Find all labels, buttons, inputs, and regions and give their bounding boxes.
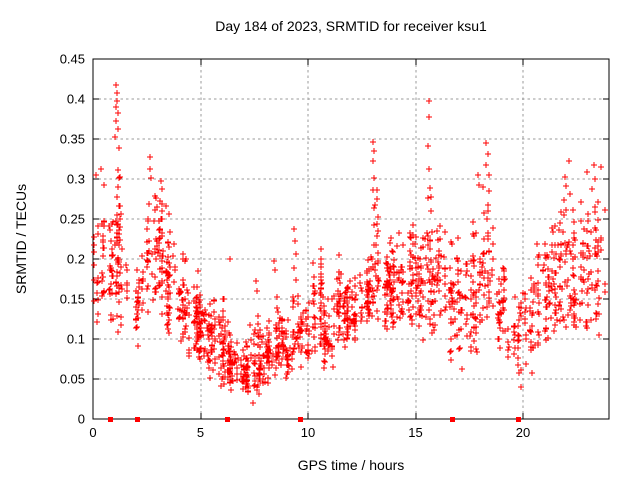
gridlines [93,59,609,419]
y-tick-label: 0.15 [60,292,85,307]
x-tick-label: 20 [516,425,530,440]
y-tick-label: 0.1 [67,332,85,347]
y-tick-label: 0.3 [67,172,85,187]
zero-marker-square [298,417,303,422]
x-axis-label: GPS time / hours [298,457,405,473]
zero-marker-square [108,417,113,422]
axis-ticks [92,58,609,420]
zero-marker-square [450,417,455,422]
y-tick-label: 0 [78,412,85,427]
y-tick-label: 0.05 [60,372,85,387]
tick-labels: 0 5 10 15 20 0 0.05 0.1 0.15 0.2 0.25 0.3 0.35 0.4 0.4… [60,52,531,441]
zero-marker-square [135,417,140,422]
scatter-points [91,82,608,406]
y-axis-label: SRMTID / TECUs [13,184,29,294]
y-tick-label: 0.45 [60,52,85,67]
y-tick-label: 0.25 [60,212,85,227]
scatter-series [91,82,608,422]
y-tick-label: 0.35 [60,132,85,147]
x-tick-label: 5 [197,425,204,440]
x-tick-label: 15 [408,425,422,440]
chart-title: Day 184 of 2023, SRMTID for receiver ksu… [215,18,487,34]
y-tick-label: 0.4 [67,92,85,107]
x-tick-label: 0 [89,425,96,440]
zero-marker-square [225,417,230,422]
y-tick-label: 0.2 [67,252,85,267]
zero-marker-square [516,417,521,422]
x-tick-label: 10 [301,425,315,440]
plot-border [92,58,610,420]
